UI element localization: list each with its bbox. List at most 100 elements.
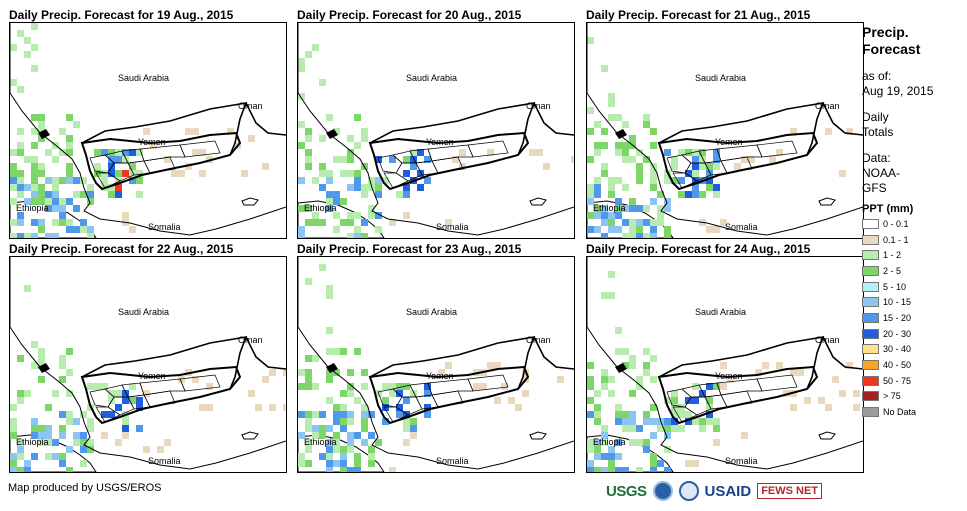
precip-cell: [59, 128, 66, 135]
arabia-coast: [587, 23, 863, 236]
precip-cell: [45, 425, 52, 432]
precip-cell: [326, 460, 333, 467]
precip-cell: [403, 170, 410, 177]
precip-cell: [587, 411, 594, 418]
precip-cell: [283, 404, 286, 411]
precip-cell: [66, 177, 73, 184]
precip-cell: [333, 128, 340, 135]
precip-cell: [333, 460, 340, 467]
precip-cell: [319, 264, 326, 271]
precip-cell: [382, 383, 389, 390]
precip-cell: [601, 453, 608, 460]
precip-cell: [713, 418, 720, 425]
precip-cell: [594, 142, 601, 149]
precip-cell: [424, 383, 431, 390]
panel-title: Daily Precip. Forecast for 19 Aug., 2015: [9, 8, 234, 22]
precip-cell: [615, 411, 622, 418]
precip-cell: [80, 446, 87, 453]
precip-cell: [839, 170, 846, 177]
precip-cell: [59, 205, 66, 212]
precip-cell: [608, 390, 615, 397]
precip-cell: [776, 362, 783, 369]
precip-cell: [298, 93, 305, 100]
precip-cell: [66, 142, 73, 149]
precip-cell: [10, 163, 17, 170]
yemen-border: [80, 365, 242, 425]
precip-cell: [692, 418, 699, 425]
precip-cell: [699, 156, 706, 163]
precip-cell: [312, 219, 319, 226]
map-label-oman: Oman: [238, 101, 263, 111]
legend-swatch: [862, 375, 879, 386]
map-label-ethiopia: Ethiopia: [16, 203, 49, 213]
precip-cell: [594, 446, 601, 453]
precip-cell: [312, 383, 319, 390]
precip-cell: [657, 191, 664, 198]
precip-cell: [354, 467, 361, 472]
precip-cell: [164, 439, 171, 446]
legend-label: 0.1 - 1: [883, 234, 909, 245]
precip-cell: [601, 383, 608, 390]
precip-cell: [164, 156, 171, 163]
precip-cell: [622, 121, 629, 128]
precip-cell: [347, 233, 354, 238]
precip-cell: [832, 376, 839, 383]
precip-cell: [115, 390, 122, 397]
precip-cell: [45, 149, 52, 156]
precip-cell: [38, 184, 45, 191]
precip-cell: [66, 411, 73, 418]
precip-cell: [664, 446, 671, 453]
precip-cell: [333, 226, 340, 233]
map-label-yemen: Yemen: [715, 371, 743, 381]
precip-cell: [101, 383, 108, 390]
precip-cell: [305, 418, 312, 425]
islands: [38, 129, 50, 139]
legend-label: 20 - 30: [883, 328, 912, 339]
precip-cell: [52, 191, 59, 198]
precip-cell: [333, 404, 340, 411]
precip-cell: [305, 156, 312, 163]
precip-cell: [473, 383, 480, 390]
legend-swatch: [862, 218, 879, 229]
precip-cell: [650, 170, 657, 177]
precip-cell: [305, 219, 312, 226]
district-border: [395, 162, 423, 182]
precip-cell: [38, 439, 45, 446]
precip-cell: [66, 149, 73, 156]
map-label-yemen: Yemen: [426, 371, 454, 381]
precip-cell: [361, 439, 368, 446]
precip-cell: [38, 219, 45, 226]
precip-cell: [459, 149, 466, 156]
precip-cell: [459, 163, 466, 170]
precip-cell: [480, 383, 487, 390]
precip-cell: [601, 376, 608, 383]
precip-cell: [368, 453, 375, 460]
legend-item: 15 - 20: [862, 310, 962, 326]
saudi-border: [81, 101, 248, 156]
arabia-coast: [10, 257, 286, 470]
precip-cell: [650, 233, 657, 238]
precip-cell: [87, 184, 94, 191]
map-label-oman: Oman: [526, 335, 551, 345]
precip-cell: [326, 205, 333, 212]
precip-cell: [692, 177, 699, 184]
precip-cell: [650, 460, 657, 467]
yemen-border: [368, 131, 530, 191]
precip-cell: [347, 170, 354, 177]
precip-cell: [706, 184, 713, 191]
precip-cell: [108, 170, 115, 177]
precip-cell: [143, 128, 150, 135]
socotra-island: [818, 197, 836, 206]
precip-cell: [80, 439, 87, 446]
precip-cell: [594, 390, 601, 397]
precip-cell: [601, 170, 608, 177]
district-borders: [666, 140, 798, 189]
precip-cell: [17, 142, 24, 149]
precip-cell: [66, 390, 73, 397]
precip-cell: [59, 219, 66, 226]
precip-cell: [403, 411, 410, 418]
precip-cell: [608, 93, 615, 100]
precip-cell: [333, 369, 340, 376]
precip-cell: [790, 404, 797, 411]
precip-cell: [122, 432, 129, 439]
